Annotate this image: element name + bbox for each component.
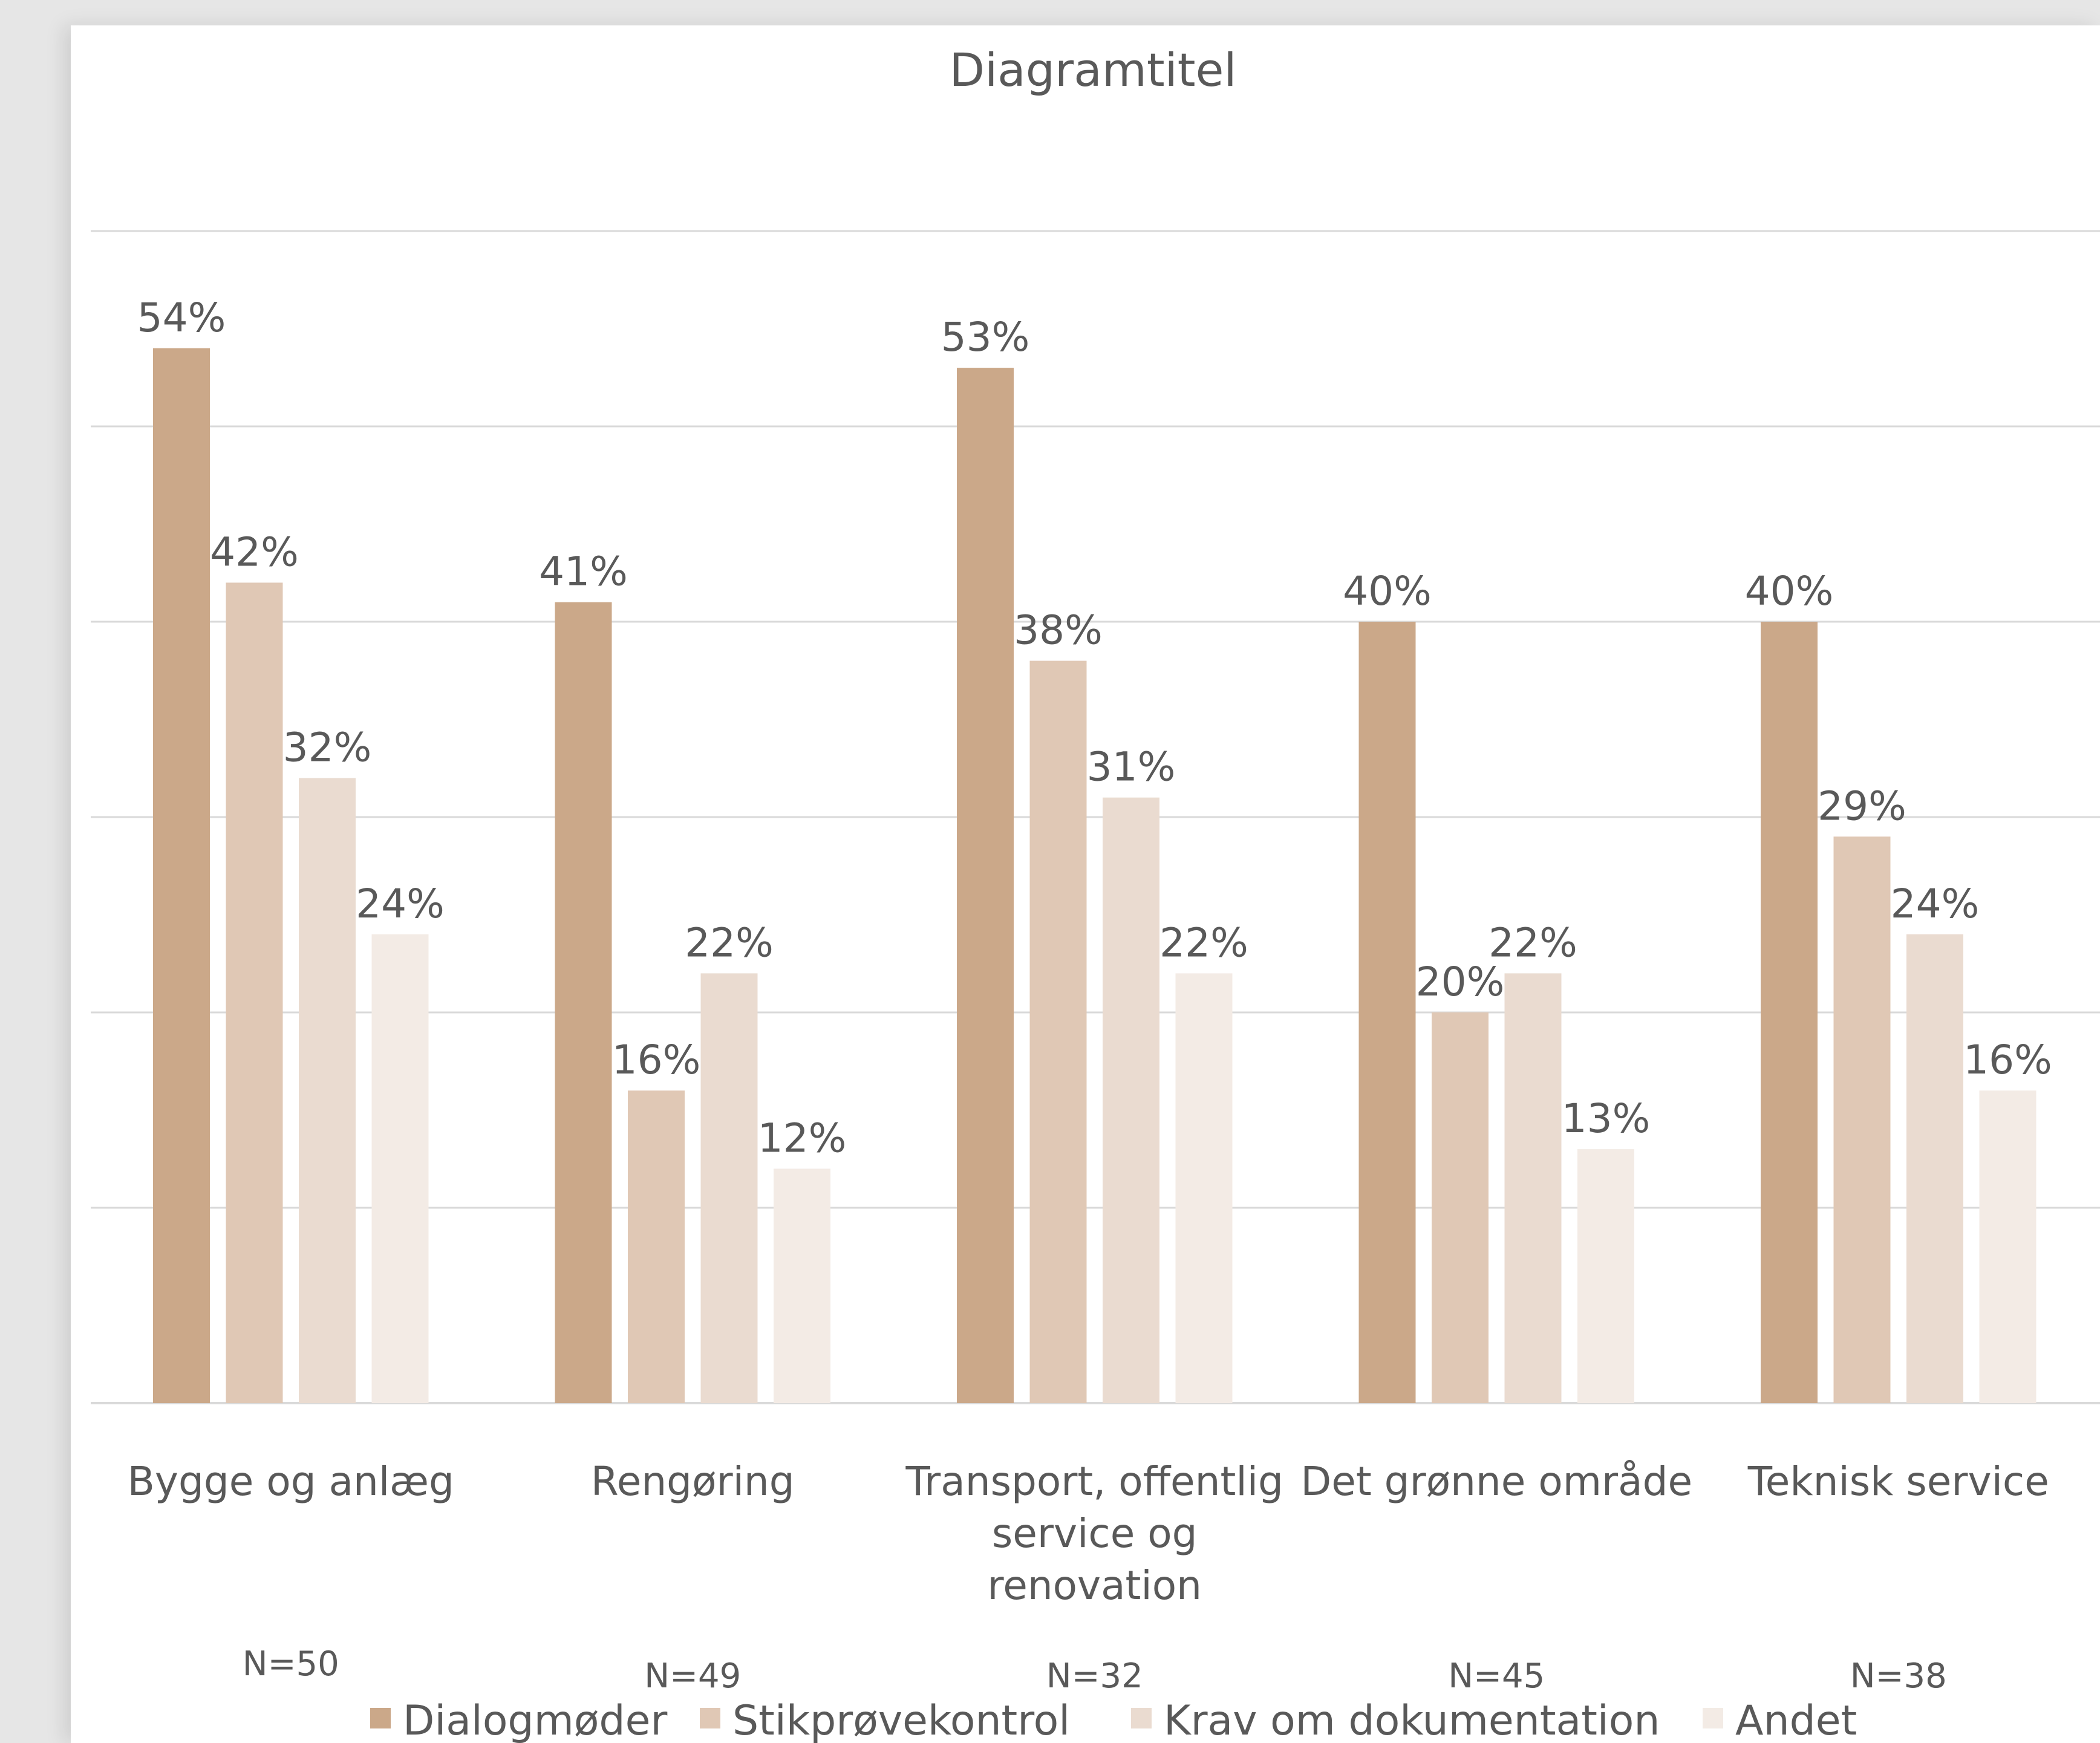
bar-chart: Diagramtitel 54% 42% 32% 24% Bygge og anlæg N=… — [91, 43, 2100, 1743]
category-label: Teknisk service — [1747, 1458, 2049, 1505]
sample-size-label: N=38 — [1850, 1657, 1947, 1696]
data-label: 22% — [1159, 919, 1248, 966]
bar — [957, 368, 1014, 1403]
sample-size-label: N=49 — [644, 1657, 741, 1696]
bar — [371, 934, 429, 1403]
data-label: 29% — [1818, 783, 1906, 829]
bar — [1175, 973, 1233, 1403]
data-label: 38% — [1014, 607, 1103, 654]
legend-label: Stikprøvekontrol — [732, 1697, 1070, 1743]
category-label: Rengøring — [591, 1458, 795, 1505]
legend-swatch — [1703, 1708, 1723, 1728]
data-label: 16% — [612, 1037, 701, 1083]
bar — [1761, 622, 1818, 1403]
bar — [700, 973, 758, 1403]
legend-swatch — [1131, 1708, 1152, 1728]
data-label: 40% — [1343, 568, 1432, 614]
category-label: renovation — [988, 1562, 1202, 1609]
category-label: Bygge og anlæg — [128, 1458, 454, 1505]
bar — [1432, 1012, 1489, 1403]
data-label: 16% — [1963, 1037, 2052, 1083]
legend-swatch — [370, 1708, 391, 1728]
data-label: 12% — [758, 1115, 847, 1161]
data-label: 42% — [210, 529, 299, 575]
category-label: service og — [992, 1510, 1198, 1557]
legend-label: Andet — [1735, 1697, 1857, 1743]
category-label: Transport, offentlig — [905, 1458, 1283, 1505]
bar — [555, 602, 612, 1404]
chart-card: Diagramtitel 54% 42% 32% 24% Bygge og anlæg N=… — [71, 25, 2100, 1743]
legend-label: Dialogmøder — [403, 1697, 667, 1743]
legend-label: Krav om dokumentation — [1164, 1697, 1660, 1743]
bar — [1979, 1090, 2036, 1403]
bar — [1029, 660, 1087, 1403]
sample-size-label: N=32 — [1046, 1657, 1143, 1696]
bar — [226, 582, 283, 1403]
bar — [1577, 1149, 1634, 1403]
bar — [1358, 622, 1416, 1403]
bar — [1504, 973, 1562, 1403]
data-label: 13% — [1562, 1095, 1651, 1142]
legend-swatch — [700, 1708, 720, 1728]
sample-size-label: N=50 — [243, 1644, 339, 1684]
data-label: 54% — [137, 295, 226, 341]
data-label: 22% — [1489, 919, 1577, 966]
bar — [1103, 797, 1159, 1403]
data-label: 24% — [1891, 881, 1980, 927]
bar — [1906, 934, 1963, 1403]
sample-size-label: N=45 — [1448, 1657, 1545, 1696]
data-label: 31% — [1087, 744, 1176, 790]
category-label: Det grønne område — [1300, 1458, 1692, 1505]
bar — [774, 1168, 830, 1403]
bar — [628, 1090, 685, 1403]
bar — [299, 778, 356, 1403]
data-label: 22% — [685, 919, 774, 966]
bar — [1833, 836, 1891, 1403]
chart-title: Diagramtitel — [950, 43, 1237, 97]
data-label: 24% — [356, 881, 445, 927]
data-label: 20% — [1416, 959, 1505, 1005]
data-label: 32% — [283, 724, 372, 771]
bar — [153, 348, 210, 1403]
data-label: 53% — [941, 314, 1030, 360]
data-label: 40% — [1745, 568, 1834, 614]
data-label: 41% — [539, 549, 628, 595]
